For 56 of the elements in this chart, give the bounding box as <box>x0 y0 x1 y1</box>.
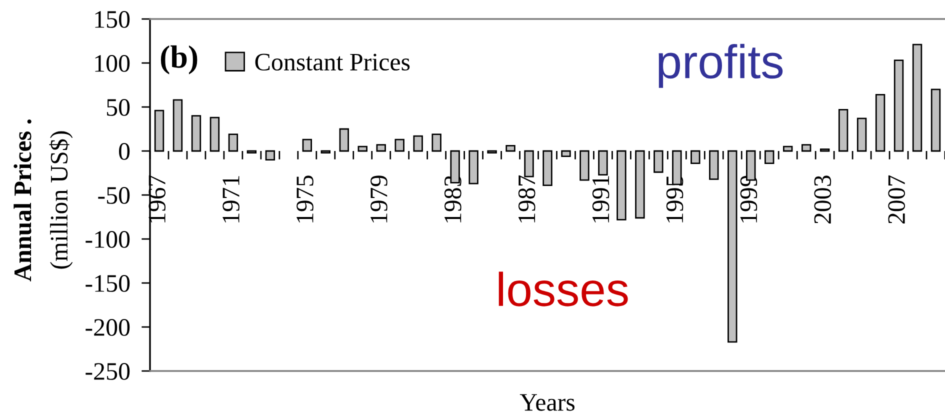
x-tick-label: 1975 <box>296 176 314 222</box>
bar <box>635 150 645 219</box>
annotation: losses <box>498 272 628 306</box>
bar <box>709 150 719 180</box>
bar <box>801 144 812 152</box>
y-tick-label: 0 <box>119 143 130 160</box>
y-tick-label: -200 <box>86 319 130 336</box>
bar <box>598 150 608 176</box>
x-axis-title: Years <box>520 394 574 411</box>
bar <box>856 118 867 152</box>
bar <box>875 94 886 152</box>
bar <box>265 150 276 160</box>
bar <box>930 88 941 152</box>
bar <box>728 150 738 343</box>
y-axis-title: Annual Prices . (million US$) <box>14 120 73 282</box>
bar <box>654 150 664 173</box>
bar <box>764 150 774 164</box>
x-tick-label: 1971 <box>222 176 240 222</box>
bar <box>782 146 793 152</box>
x-tick-label: 1987 <box>518 175 536 222</box>
bar <box>561 150 571 157</box>
annotation: (b) <box>160 45 198 74</box>
bar <box>894 60 904 152</box>
bar <box>468 150 478 184</box>
bar <box>302 138 312 152</box>
y-tick-label: 50 <box>107 99 130 116</box>
annotation: profits <box>658 44 783 88</box>
bar <box>838 108 848 152</box>
bar <box>690 150 700 164</box>
y-tick-label: -150 <box>86 275 130 292</box>
bar <box>912 44 922 152</box>
x-tick-label: 2007 <box>888 175 906 224</box>
x-tick-label: 1991 <box>592 176 610 222</box>
bar <box>228 134 238 152</box>
bar <box>394 138 404 152</box>
bar <box>432 134 442 152</box>
y-tick-label: -250 <box>86 363 130 380</box>
y-tick-label: -100 <box>86 231 130 248</box>
bar <box>506 145 516 152</box>
bar <box>542 150 552 186</box>
y-tick-label: 100 <box>95 55 130 72</box>
bar <box>358 146 368 152</box>
bar <box>580 150 590 181</box>
bar <box>339 128 349 152</box>
bar <box>154 110 164 152</box>
legend-label: Constant Prices <box>255 54 410 71</box>
bar <box>376 144 386 152</box>
y-tick-label: -50 <box>98 187 130 204</box>
bar <box>172 99 183 152</box>
bar <box>616 150 626 220</box>
bar <box>413 135 423 152</box>
bar <box>210 116 220 152</box>
bar <box>191 115 202 152</box>
x-tick-label: 1979 <box>370 176 388 222</box>
y-tick-label: 150 <box>95 11 130 28</box>
x-tick-label: 2003 <box>814 176 832 224</box>
